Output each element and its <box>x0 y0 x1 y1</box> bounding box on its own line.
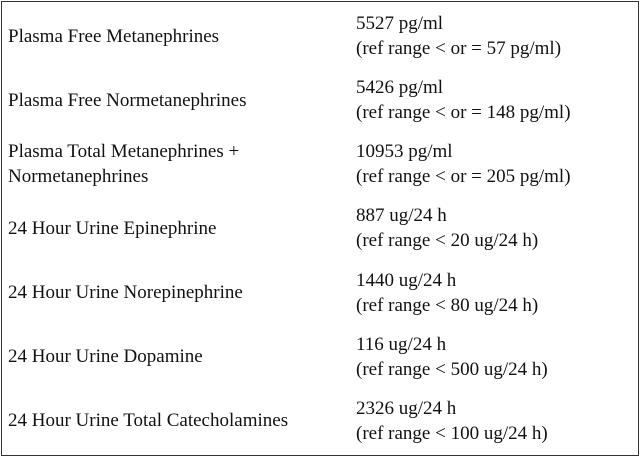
test-name: 24 Hour Urine Total Catecholamines <box>8 410 289 432</box>
result-cell: 10953 pg/ml (ref range < or = 205 pg/ml) <box>350 132 638 196</box>
result-cell: 5426 pg/ml (ref range < or = 148 pg/ml) <box>350 68 638 132</box>
result-value: 887 ug/24 h <box>356 205 447 227</box>
test-name: Plasma Total Metanephrines + Normetaneph… <box>8 141 240 188</box>
result-value: 10953 pg/ml <box>356 141 453 163</box>
table-row: 24 Hour Urine Norepinephrine 1440 ug/24 h… <box>2 261 638 325</box>
table-row: 24 Hour Urine Epinephrine 887 ug/24 h (ref… <box>2 196 638 260</box>
table-row: 24 Hour Urine Dopamine 116 ug/24 h (ref ra… <box>2 325 638 389</box>
table-row: 24 Hour Urine Total Catecholamines 2326 u… <box>2 389 638 453</box>
results-table: Plasma Free Metanephrines 5527 pg/ml (ref … <box>2 4 638 453</box>
reference-range: (ref range < 500 ug/24 h) <box>356 358 548 380</box>
table-row: Plasma Total Metanephrines + Normetaneph… <box>2 132 638 196</box>
result-cell: 5527 pg/ml (ref range < or = 57 pg/ml) <box>350 4 638 68</box>
result-value: 5426 pg/ml <box>356 77 444 99</box>
reference-range: (ref range < 100 ug/24 h) <box>356 422 548 444</box>
test-name: 24 Hour Urine Dopamine <box>8 346 203 368</box>
result-value: 1440 ug/24 h <box>356 269 457 291</box>
result-cell: 1440 ug/24 h (ref range < 80 ug/24 h) <box>350 261 638 325</box>
result-cell: 2326 ug/24 h (ref range < 100 ug/24 h) <box>350 389 638 453</box>
reference-range: (ref range < 20 ug/24 h) <box>356 230 539 252</box>
reference-range: (ref range < or = 57 pg/ml) <box>356 38 562 60</box>
test-name: 24 Hour Urine Epinephrine <box>8 217 217 239</box>
result-value: 5527 pg/ml <box>356 13 444 35</box>
table-row: Plasma Free Normetanephrines 5426 pg/ml (r… <box>2 68 638 132</box>
result-value: 2326 ug/24 h <box>356 397 457 419</box>
reference-range: (ref range < or = 148 pg/ml) <box>356 102 571 124</box>
result-cell: 116 ug/24 h (ref range < 500 ug/24 h) <box>350 325 638 389</box>
result-value: 116 ug/24 h <box>356 333 447 355</box>
test-name: 24 Hour Urine Norepinephrine <box>8 282 243 304</box>
table-row: Plasma Free Metanephrines 5527 pg/ml (ref … <box>2 4 638 68</box>
reference-range: (ref range < 80 ug/24 h) <box>356 294 539 316</box>
test-name: Plasma Free Normetanephrines <box>8 89 247 111</box>
test-name: Plasma Free Metanephrines <box>8 25 220 47</box>
reference-range: (ref range < or = 205 pg/ml) <box>356 166 571 188</box>
result-cell: 887 ug/24 h (ref range < 20 ug/24 h) <box>350 196 638 260</box>
